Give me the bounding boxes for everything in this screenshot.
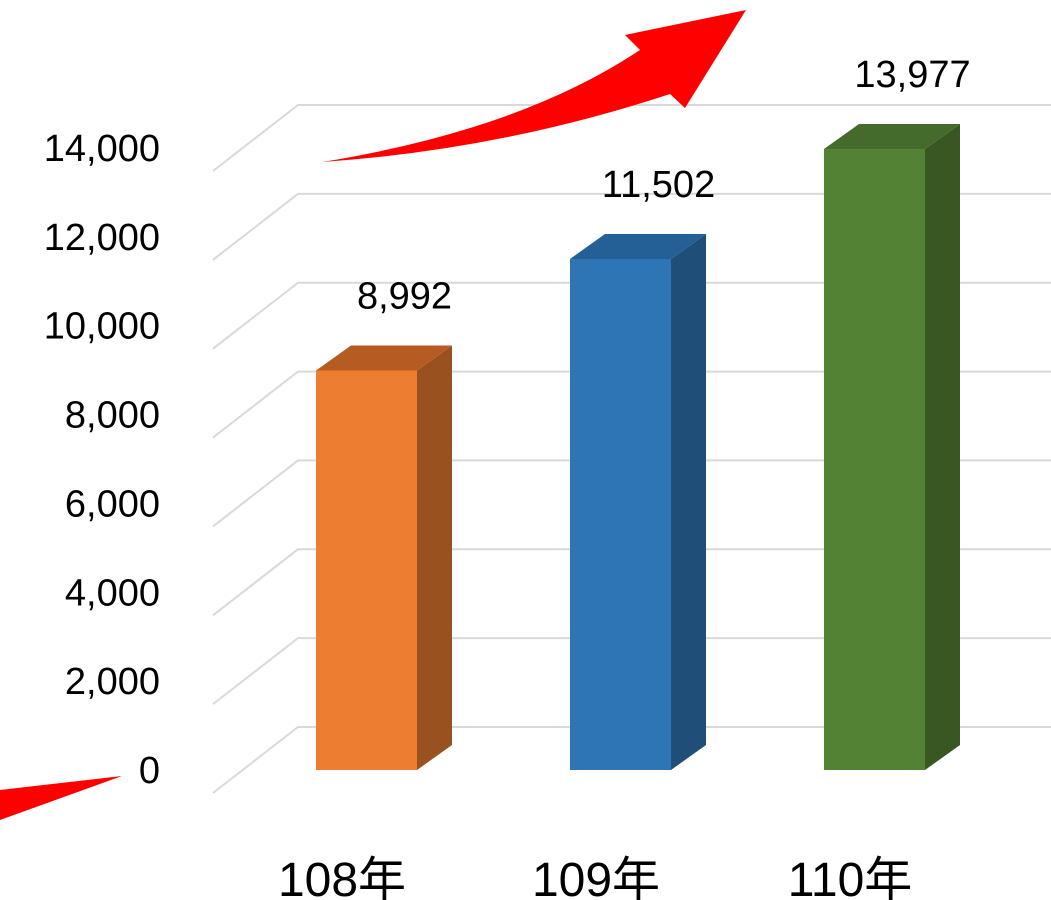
gridline [212,370,1051,439]
bar-front [316,370,417,770]
bars [316,124,960,771]
bar-108年 [316,345,452,770]
bar-109年 [570,233,706,771]
bar-top [824,124,960,150]
bar-side [925,124,960,771]
gridline [212,459,1051,528]
data-labels: 8,992 11,502 13,977 [357,54,971,317]
bar-front [570,258,671,770]
bar-top [316,345,452,371]
y-tick-label: 4,000 [65,572,160,614]
gridline [212,192,1051,261]
category-label: 109年 [532,854,660,900]
gridline [212,548,1051,617]
gridline [212,281,1051,350]
trend-arrow-tail-icon [0,776,122,820]
category-label: 110年 [788,854,913,900]
y-tick-label: 12,000 [44,217,160,259]
data-label: 13,977 [854,54,970,96]
bar-side [671,233,706,771]
gridline [212,104,1051,172]
trend-arrow [0,10,746,820]
bar-110年 [824,124,960,771]
bar-front [824,149,925,770]
y-tick-label: 6,000 [65,483,160,525]
y-axis-ticks: 0 2,000 4,000 6,000 8,000 10,000 12,000 14,000 [44,128,160,792]
y-tick-label: 14,000 [44,128,160,170]
y-tick-label: 2,000 [65,661,160,703]
category-label: 108年 [278,854,406,900]
y-tick-label: 8,000 [65,395,160,437]
data-label: 11,502 [602,164,715,206]
gridlines [212,104,1051,794]
y-tick-label: 0 [139,750,160,792]
gridline [212,726,1051,794]
data-label: 8,992 [357,275,452,317]
trend-arrow-icon [322,10,746,162]
x-axis-categories: 108年 109年 110年 [278,854,912,900]
y-tick-label: 10,000 [44,306,160,348]
bar-side [417,345,452,770]
bar-top [570,233,706,259]
gridline [212,637,1051,705]
